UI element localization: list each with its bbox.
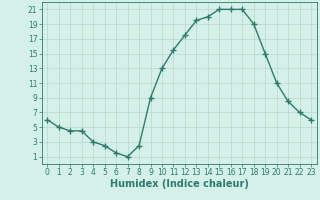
X-axis label: Humidex (Indice chaleur): Humidex (Indice chaleur) <box>110 179 249 189</box>
